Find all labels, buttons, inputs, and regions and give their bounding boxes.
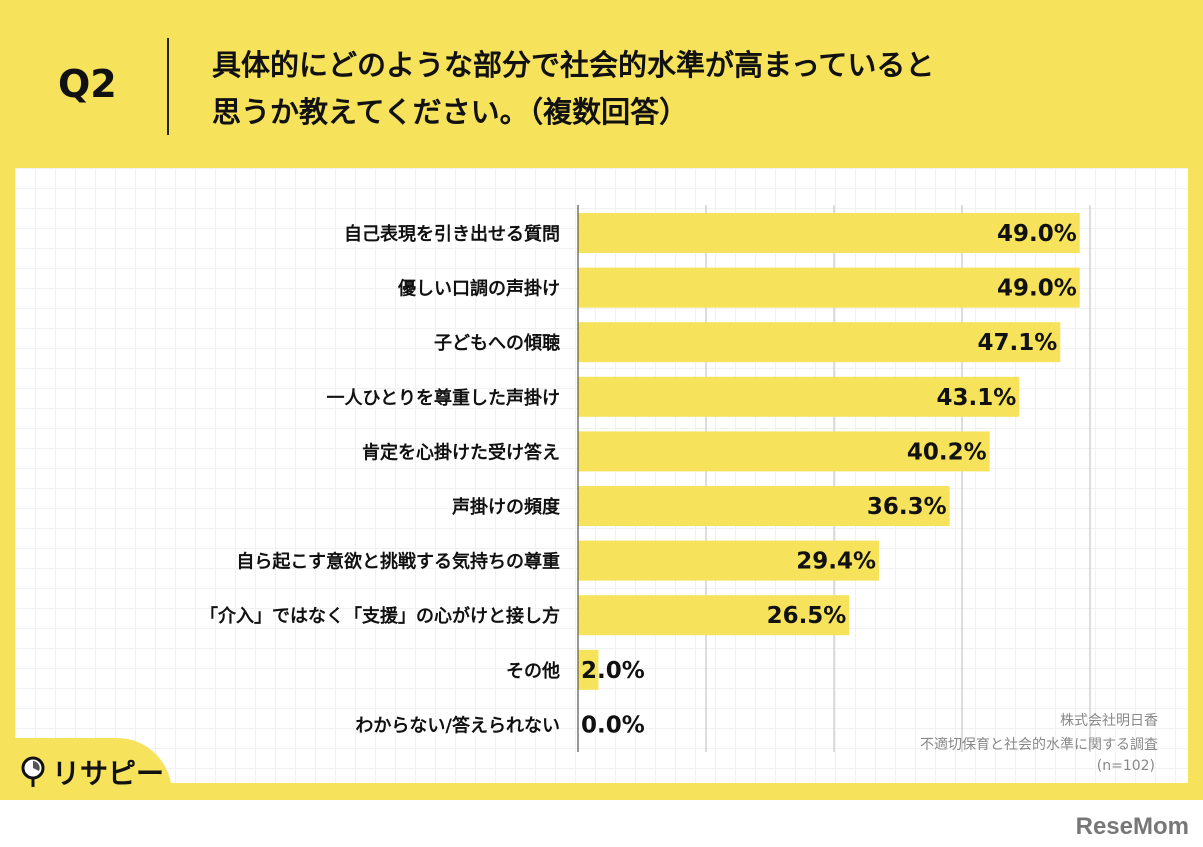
bar: [578, 376, 1020, 417]
bar: [578, 267, 1080, 308]
magnifier-icon: [21, 756, 45, 787]
source-company: 株式会社明日香: [1060, 713, 1158, 729]
title-line-2: 思うか教えてください。（複数回答）: [212, 95, 689, 129]
category-label: 自己表現を引き出せる質問: [344, 223, 560, 245]
category-label: 肯定を心掛けた受け答え: [362, 441, 560, 463]
category-label: 自ら起こす意欲と挑戦する気持ちの尊重: [236, 551, 560, 573]
value-label: 26.5%: [767, 603, 847, 629]
value-label: 0.0%: [581, 712, 645, 738]
value-label: 49.0%: [997, 221, 1077, 247]
bar: [578, 540, 880, 581]
resemom-logo: ReseMom: [1075, 813, 1189, 840]
title-line-1: 具体的にどのような部分で社会的水準が高まっていると: [212, 48, 935, 82]
value-label: 2.0%: [581, 658, 645, 684]
question-number: Q2: [58, 62, 117, 106]
bar: [578, 213, 1080, 253]
divider: [167, 38, 169, 135]
value-label: 49.0%: [997, 276, 1077, 302]
bar: [578, 649, 599, 690]
source-survey: 不適切保育と社会的水準に関する調査: [920, 737, 1158, 753]
bar: [578, 322, 1061, 363]
category-label: 子どもへの傾聴: [434, 332, 560, 354]
category-label: わからない/答えられない: [355, 714, 560, 736]
value-label: 47.1%: [978, 330, 1058, 356]
category-label: 一人ひとりを尊重した声掛け: [327, 387, 560, 409]
value-label: 40.2%: [907, 439, 987, 465]
brand-logo-text: リサピー: [52, 757, 165, 790]
value-label: 43.1%: [937, 385, 1017, 411]
category-label: その他: [506, 660, 560, 682]
value-label: 36.3%: [867, 494, 947, 520]
value-label: 29.4%: [796, 549, 876, 575]
bar: [578, 431, 990, 472]
bar: [578, 595, 850, 636]
bar: [578, 486, 950, 526]
category-label: 声掛けの頻度: [451, 496, 561, 518]
category-label: 優しい口調の声掛け: [397, 278, 560, 300]
source-sample: (n=102): [1096, 758, 1155, 774]
brand-logo: リサピー: [20, 752, 164, 792]
category-label: 「介入」ではなく「支援」の心がけと接し方: [200, 605, 560, 627]
